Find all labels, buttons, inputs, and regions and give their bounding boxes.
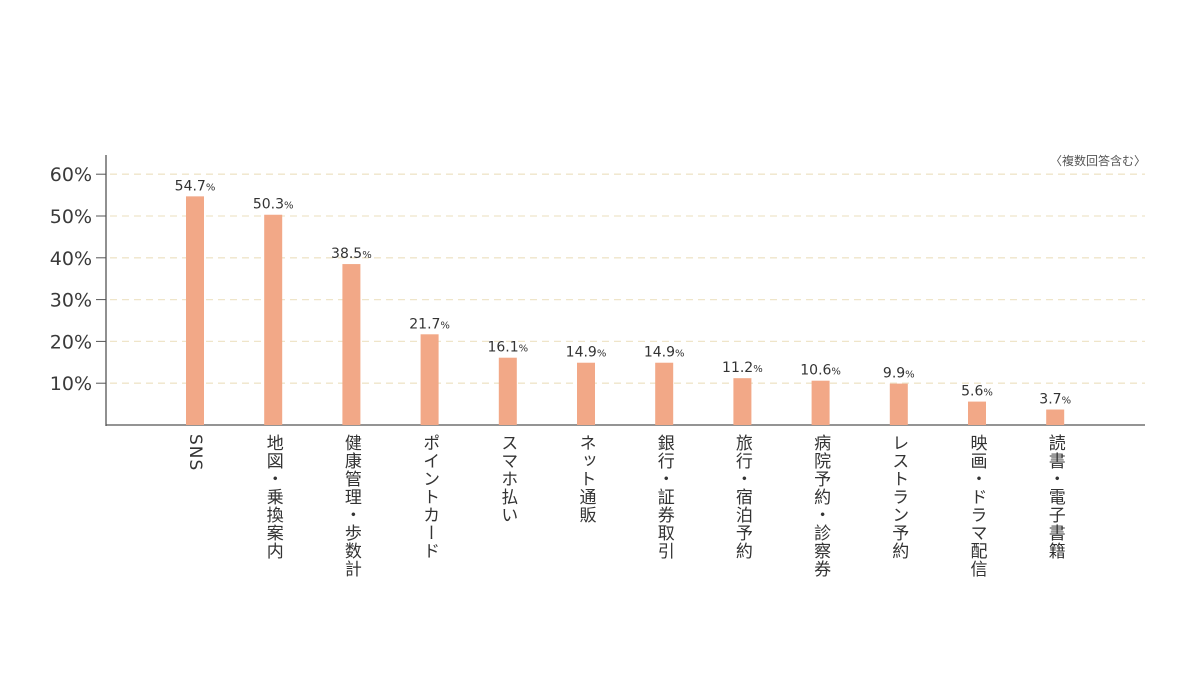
data-label: 16.1% bbox=[487, 340, 528, 356]
y-tick-label: 50% bbox=[50, 206, 92, 228]
bar bbox=[655, 362, 674, 425]
category-label: SNS bbox=[185, 434, 205, 472]
bar bbox=[186, 196, 204, 425]
data-label: 9.9% bbox=[883, 366, 915, 382]
chart-note: 〈複数回答含む〉 bbox=[1049, 154, 1146, 168]
bar bbox=[889, 383, 908, 425]
category-label: 健康管理・歩数計 bbox=[340, 434, 361, 578]
category-label: ネット通販 bbox=[575, 434, 596, 524]
category-label: 銀行・証券取引 bbox=[653, 434, 674, 560]
data-label: 38.5% bbox=[331, 246, 372, 262]
bar bbox=[498, 357, 517, 425]
category-label: 読書・電子書籍 bbox=[1044, 434, 1065, 560]
bar bbox=[577, 362, 595, 425]
bar bbox=[342, 264, 361, 425]
data-label: 50.3% bbox=[253, 197, 294, 213]
category-label: スマホ払い bbox=[497, 434, 518, 524]
y-tick-label: 10% bbox=[50, 373, 92, 395]
y-tick-label: 40% bbox=[50, 248, 92, 270]
bar bbox=[968, 401, 986, 425]
bar bbox=[420, 334, 439, 425]
bar bbox=[264, 214, 283, 425]
category-label: 映画・ドラマ配信 bbox=[966, 434, 987, 578]
y-tick-label: 60% bbox=[50, 164, 92, 186]
data-label: 14.9% bbox=[644, 345, 685, 361]
data-label: 11.2% bbox=[722, 360, 763, 376]
data-label: 3.7% bbox=[1039, 392, 1071, 408]
data-label: 14.9% bbox=[566, 345, 607, 361]
bar bbox=[733, 378, 752, 425]
category-label: レストラン予約 bbox=[888, 434, 909, 560]
data-label: 21.7% bbox=[409, 316, 450, 332]
bar bbox=[811, 380, 830, 425]
data-label: 10.6% bbox=[800, 363, 841, 379]
category-label: 病院予約・診察券 bbox=[810, 434, 831, 578]
category-label: ポイントカード bbox=[419, 434, 440, 560]
y-tick-label: 20% bbox=[50, 331, 92, 353]
bar bbox=[1046, 409, 1065, 425]
data-label: 54.7% bbox=[175, 178, 216, 194]
category-label: 地図・乗換案内 bbox=[262, 434, 283, 560]
data-label: 5.6% bbox=[961, 384, 993, 400]
y-tick-label: 30% bbox=[50, 290, 92, 312]
category-label: 旅行・宿泊予約 bbox=[731, 434, 752, 560]
